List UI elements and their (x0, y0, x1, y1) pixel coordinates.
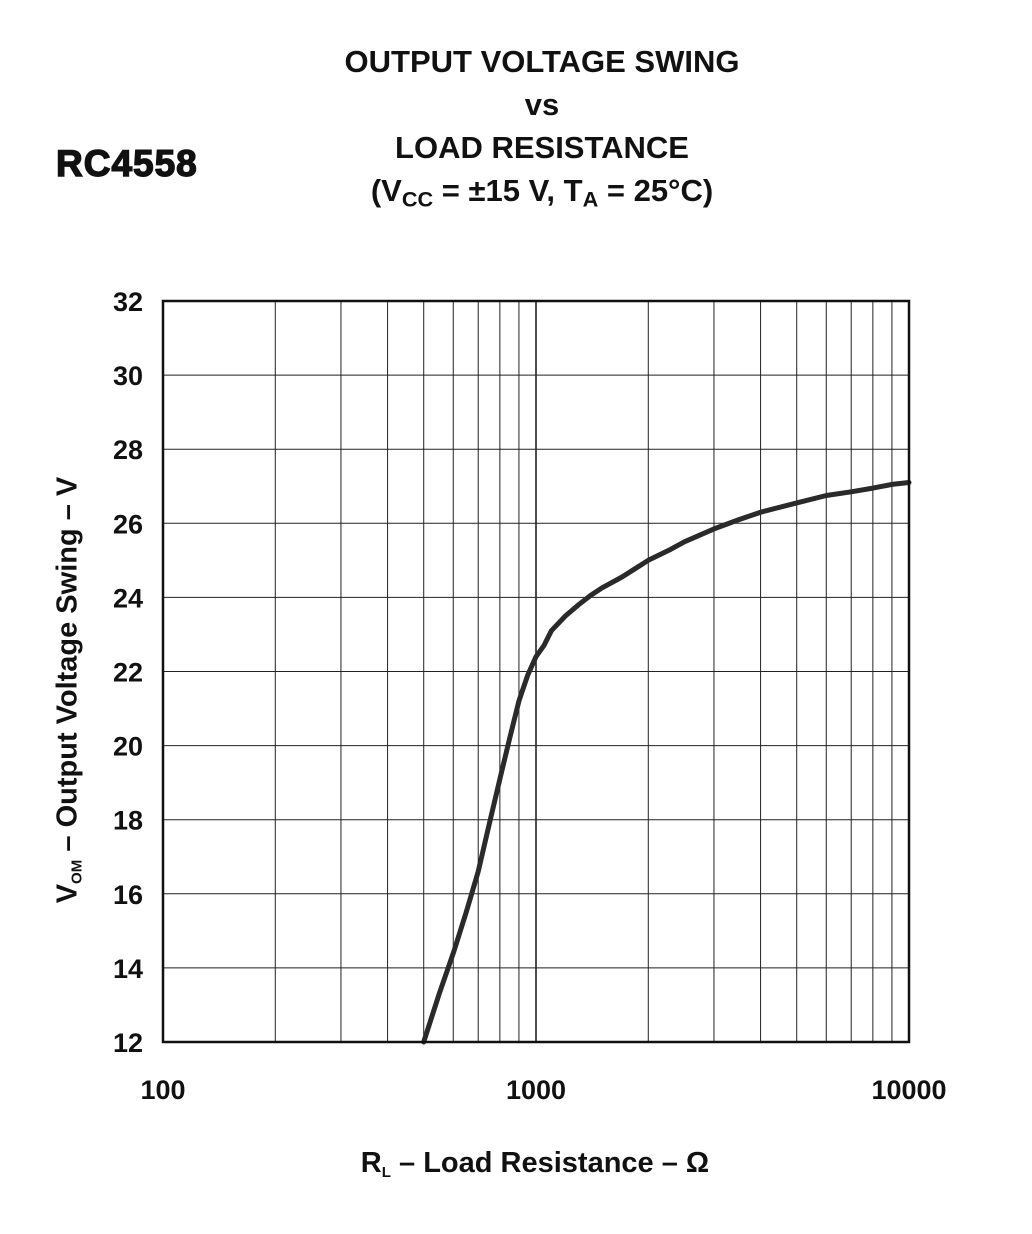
device-part-number: RC4558 (55, 142, 198, 184)
y-tick-label: 32 (113, 287, 143, 317)
x-tick-label: 1000 (506, 1075, 566, 1105)
y-axis-label: VOM – Output Voltage Swing – V (51, 410, 86, 970)
title-line-1: OUTPUT VOLTAGE SWING (344, 44, 740, 79)
plot-frame (161, 299, 911, 1044)
y-tick-label: 28 (113, 435, 143, 465)
grid (163, 301, 909, 1042)
cond-close: = 25°C) (598, 173, 714, 208)
x-tick-label: 100 (140, 1075, 185, 1105)
series-curve (421, 480, 912, 1045)
y-tick-label: 14 (113, 954, 143, 984)
x-tick-labels: 100 1000 10000 (140, 1075, 946, 1105)
title-conditions: (VCC = ±15 V, TA = 25°C) (242, 169, 842, 212)
y-tick-label: 16 (113, 880, 143, 910)
x-axis-label-main: R (360, 1147, 382, 1179)
title-line-2: vs (524, 87, 560, 122)
series-line (421, 480, 912, 1045)
y-tick-label: 26 (113, 509, 143, 539)
x-tick-label: 10000 (871, 1075, 946, 1105)
y-tick-label: 24 (113, 583, 143, 613)
x-axis-label: RL – Load Resistance – Ω (250, 1147, 820, 1180)
y-axis-label-sub: OM (68, 859, 86, 884)
y-tick-label: 20 (113, 732, 143, 762)
cond-sub-ta: A (582, 186, 599, 212)
x-axis-label-rest: – Load Resistance – Ω (390, 1147, 710, 1179)
cond-mid: = ±15 V, T (433, 173, 583, 208)
y-tick-label: 18 (113, 806, 143, 836)
y-tick-label: 30 (113, 361, 143, 391)
cond-sub-vcc: CC (401, 186, 434, 212)
cond-open: (V (370, 173, 402, 208)
y-axis-label-main: V (51, 883, 84, 904)
x-axis-label-sub: L (381, 1163, 391, 1181)
y-axis-label-rest: – Output Voltage Swing – V (51, 476, 84, 860)
y-tick-label: 22 (113, 658, 143, 688)
chart-title: OUTPUT VOLTAGE SWING vs LOAD RESISTANCE … (242, 40, 842, 212)
y-tick-labels: 12 14 16 18 20 22 24 26 28 30 32 (113, 287, 143, 1058)
y-tick-label: 12 (113, 1028, 143, 1058)
title-line-3: LOAD RESISTANCE (395, 130, 689, 165)
